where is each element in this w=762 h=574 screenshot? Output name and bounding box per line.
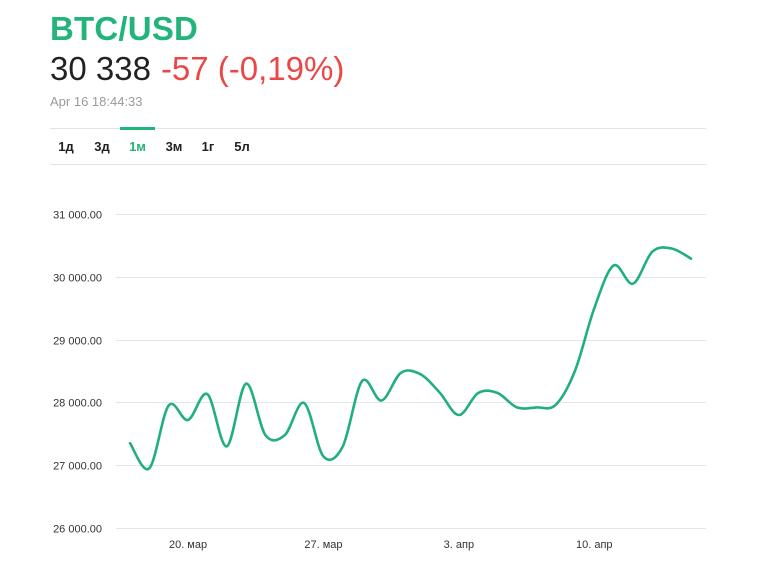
x-tick-label: 27. мар bbox=[304, 539, 342, 551]
tab-3m[interactable]: 3м bbox=[165, 139, 183, 154]
y-tick-label: 27 000.00 bbox=[53, 461, 102, 473]
x-tick-label: 20. мар bbox=[169, 539, 207, 551]
tab-5y[interactable]: 5л bbox=[234, 139, 250, 154]
y-tick-label: 26 000.00 bbox=[53, 524, 102, 536]
tab-3d[interactable]: 3д bbox=[94, 139, 110, 154]
series-layer bbox=[128, 246, 693, 471]
tab-1m[interactable]: 1м bbox=[120, 127, 155, 164]
grid-lines bbox=[116, 214, 706, 529]
tab-1d[interactable]: 1д bbox=[58, 139, 74, 154]
y-tick-label: 30 000.00 bbox=[53, 273, 102, 285]
quote-timestamp: Apr 16 18:44:33 bbox=[50, 94, 143, 109]
y-tick-label: 28 000.00 bbox=[53, 398, 102, 410]
price-series-line bbox=[128, 246, 693, 471]
price-quote: 30 338 -57 (-0,19%) bbox=[50, 50, 344, 88]
tab-1y[interactable]: 1г bbox=[201, 139, 215, 154]
y-axis-labels: 31 000.00 30 000.00 29 000.00 28 000.00 27 0… bbox=[53, 210, 102, 536]
price-change: -57 (-0,19%) bbox=[160, 50, 345, 87]
last-price: 30 338 bbox=[50, 50, 151, 87]
x-axis-labels: 20. мар 27. мар 3. апр 10. апр bbox=[169, 539, 613, 551]
period-tabs: 1д 3д 1м 3м 1г 5л bbox=[50, 127, 706, 165]
x-tick-label: 10. апр bbox=[576, 539, 613, 551]
y-tick-label: 31 000.00 bbox=[53, 210, 102, 222]
symbol-title: BTC/USD bbox=[50, 10, 199, 47]
x-tick-label: 3. апр bbox=[444, 539, 474, 551]
y-tick-label: 29 000.00 bbox=[53, 336, 102, 348]
